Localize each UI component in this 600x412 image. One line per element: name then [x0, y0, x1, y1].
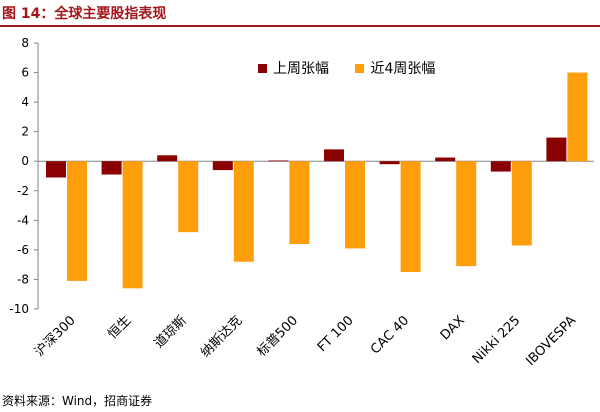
source-note: 资料来源：Wind，招商证券 — [2, 394, 153, 408]
bar-weekly-change — [435, 157, 456, 162]
bar-4week-change — [456, 161, 477, 267]
bar-weekly-change — [212, 161, 233, 171]
y-tick-label: 4 — [21, 95, 29, 109]
x-category-label: 恒生 — [105, 313, 134, 342]
y-tick-label: 0 — [21, 154, 29, 168]
figure-title: 图 14：全球主要股指表现 — [2, 6, 167, 22]
y-tick-label: 2 — [21, 125, 29, 139]
bar-weekly-change — [324, 149, 344, 162]
legend-swatch-weekly — [258, 63, 267, 73]
bar-weekly-change — [101, 161, 122, 175]
bar-weekly-change — [379, 161, 400, 165]
bar-4week-change — [511, 161, 532, 246]
y-tick-label: 6 — [21, 66, 29, 80]
legend-label-weekly: 上周张幅 — [273, 61, 329, 77]
bar-weekly-change — [46, 161, 66, 178]
x-category-label: 标普500 — [254, 313, 301, 360]
bar-4week-change — [567, 72, 588, 162]
x-category-label: FT 100 — [315, 313, 357, 355]
bar-4week-change — [67, 161, 87, 281]
bar-4week-change — [122, 161, 143, 289]
bar-4week-change — [400, 161, 421, 273]
legend-item-4week: 近4周张幅 — [355, 58, 435, 78]
y-tick-label: 8 — [21, 36, 29, 50]
bar-weekly-change — [157, 155, 178, 162]
x-category-label: Nikki 225 — [470, 313, 524, 367]
x-category-label: 道琼斯 — [152, 313, 190, 351]
x-category-label: IBOVESPA — [523, 313, 579, 369]
bar-4week-change — [289, 161, 310, 244]
legend-item-weekly: 上周张幅 — [258, 58, 329, 78]
y-tick-label: -6 — [17, 243, 29, 257]
bar-4week-change — [345, 161, 365, 249]
legend-label-4week: 近4周张幅 — [370, 61, 436, 77]
y-tick-label: -8 — [17, 272, 29, 286]
x-category-label: 沪深300 — [31, 313, 78, 360]
chart-legend: 上周张幅 近4周张幅 — [258, 58, 457, 78]
bar-weekly-change — [490, 161, 511, 172]
x-category-label: 纳斯达克 — [198, 313, 245, 360]
bar-4week-change — [233, 161, 254, 262]
legend-swatch-4week — [355, 63, 365, 73]
y-tick-label: -4 — [17, 213, 29, 227]
x-category-label: CAC 40 — [368, 313, 412, 357]
title-divider — [0, 25, 600, 27]
y-tick-label: -2 — [17, 184, 29, 198]
y-tick-label: -10 — [9, 302, 29, 316]
x-category-label: DAX — [438, 313, 468, 343]
bar-weekly-change — [546, 137, 567, 162]
bar-4week-change — [178, 161, 199, 233]
bar-weekly-change — [268, 160, 289, 162]
